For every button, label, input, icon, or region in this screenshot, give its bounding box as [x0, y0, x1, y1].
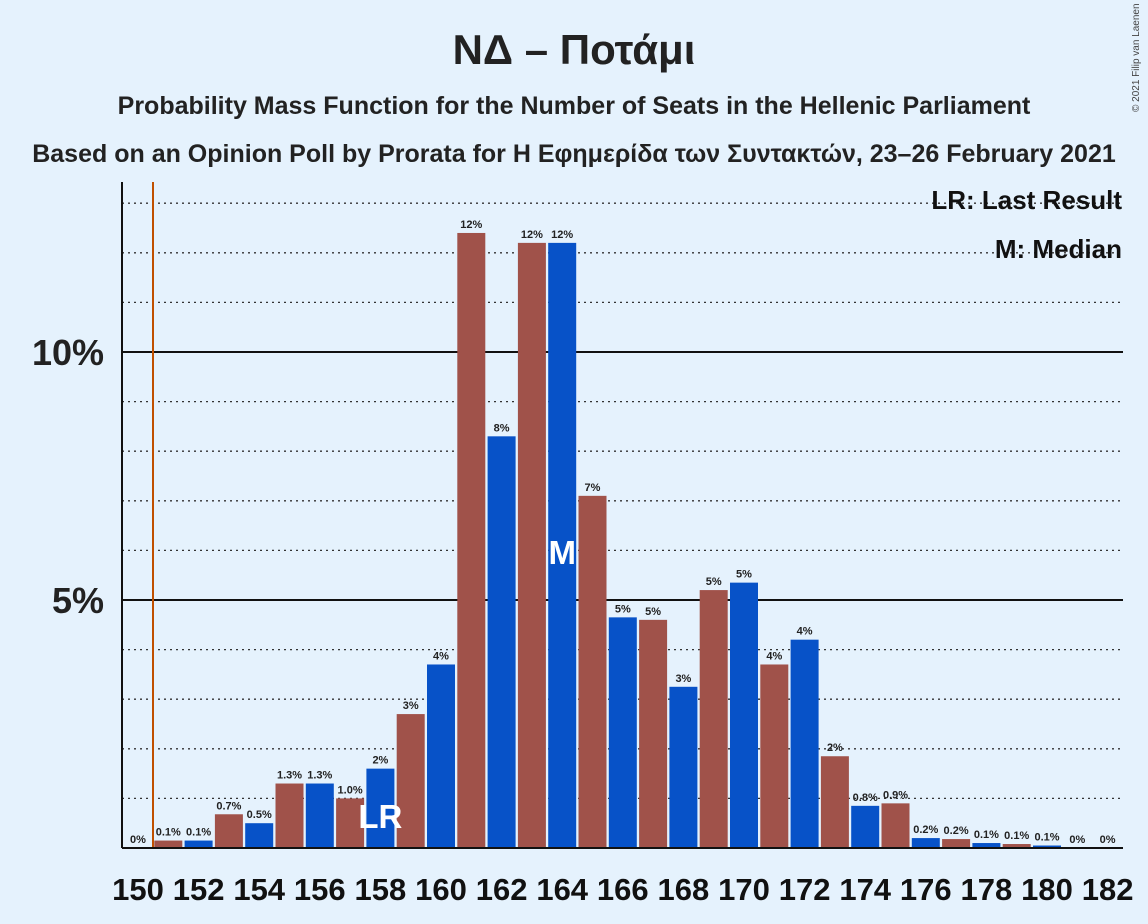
bar: [305, 783, 334, 848]
y-tick-label: 5%: [52, 580, 104, 621]
bar-value-label: 3%: [675, 673, 691, 685]
grid: [122, 202, 1123, 800]
bar-value-label: 0.9%: [883, 789, 908, 801]
x-tick-label: 150: [112, 872, 164, 907]
bar-value-label: 2%: [827, 742, 843, 754]
bar-value-label: 0.1%: [186, 827, 211, 839]
bar: [1033, 845, 1061, 848]
chart-subtitle-poll: Based on an Opinion Poll by Prorata for …: [32, 140, 1116, 168]
bar-value-label: 0.2%: [944, 825, 969, 837]
bar: [517, 242, 546, 848]
bar: [1002, 844, 1031, 848]
x-tick-label: 180: [1021, 872, 1073, 907]
x-tick-label: 176: [900, 872, 952, 907]
copyright: © 2021 Filip van Laenen: [1131, 3, 1142, 112]
legend-median: M: Median: [995, 234, 1122, 264]
bar: [336, 798, 365, 848]
bar-value-label: 0.8%: [853, 792, 878, 804]
bar: [457, 232, 486, 848]
x-tick-label: 174: [839, 872, 891, 907]
bar-value-label: 3%: [403, 700, 419, 712]
bar-value-label: 5%: [615, 603, 631, 615]
bar-value-label: 0.1%: [1004, 830, 1029, 842]
y-tick-label: 10%: [32, 332, 104, 373]
bar-value-label: 8%: [494, 422, 510, 434]
bars: 0% 0.1% 0.1% 0.7% 0.5% 1.3% 1.3% 1.0% 2% 3% 4% 12% 8…: [130, 219, 1116, 848]
bar-value-label: 0.7%: [216, 800, 241, 812]
x-tick-label: 172: [779, 872, 831, 907]
bar-value-label: 0%: [1069, 834, 1085, 846]
bar-value-label: 0%: [1100, 834, 1116, 846]
chart-subtitle: Probability Mass Function for the Number…: [118, 92, 1031, 120]
bar: [548, 242, 577, 848]
bar: [881, 803, 910, 848]
x-tick-label: 182: [1082, 872, 1134, 907]
bar: [851, 805, 880, 848]
bar-value-label: 2%: [372, 755, 388, 767]
bar: [578, 495, 607, 848]
bar-value-label: 1.3%: [277, 770, 302, 782]
bar: [942, 839, 971, 848]
x-tick-label: 156: [294, 872, 346, 907]
bar-value-label: 0.2%: [913, 824, 938, 836]
bar-value-label: 12%: [521, 229, 543, 241]
bar: [790, 639, 819, 848]
bar: [972, 843, 1001, 848]
bar-value-label: 7%: [585, 482, 601, 494]
bar: [699, 590, 728, 848]
last-result-marker: LR: [358, 798, 402, 835]
bar: [427, 664, 455, 848]
bar-value-label: 4%: [797, 626, 813, 638]
bar: [154, 840, 183, 848]
bar: [245, 823, 274, 848]
bar: [184, 840, 213, 848]
bar-value-label: 4%: [433, 650, 449, 662]
bar-value-label: 0.5%: [247, 809, 272, 821]
bar-value-label: 5%: [645, 606, 661, 618]
bar: [214, 814, 243, 848]
bar: [608, 617, 637, 848]
bar: [911, 838, 940, 848]
bar: [760, 664, 789, 848]
x-tick-label: 158: [355, 872, 407, 907]
bar: [366, 768, 395, 848]
bar-value-label: 0.1%: [1034, 832, 1059, 844]
median-marker: M: [548, 534, 576, 571]
x-tick-label: 168: [658, 872, 710, 907]
x-tick-label: 162: [476, 872, 528, 907]
x-tick-label: 178: [961, 872, 1013, 907]
bar-value-label: 0.1%: [156, 827, 181, 839]
x-tick-label: 164: [536, 872, 588, 907]
bar: [820, 756, 849, 848]
bar-value-label: 4%: [766, 650, 782, 662]
chart-title: ΝΔ – Ποτάμι: [453, 26, 696, 73]
bar-value-label: 1.0%: [338, 784, 363, 796]
x-tick-label: 166: [597, 872, 649, 907]
bar: [487, 436, 516, 848]
bar: [639, 619, 668, 848]
bar: [730, 582, 758, 848]
legend-last-result: LR: Last Result: [931, 185, 1122, 215]
bar-value-label: 1.3%: [307, 770, 332, 782]
bar: [396, 714, 425, 848]
bar: [275, 783, 304, 848]
bar-value-label: 0.1%: [974, 829, 999, 841]
x-tick-label: 170: [718, 872, 770, 907]
bar-value-label: 12%: [551, 229, 573, 241]
bar-value-label: 5%: [736, 569, 752, 581]
bar-value-label: 5%: [706, 576, 722, 588]
bar-value-label: 0%: [130, 834, 146, 846]
x-tick-label: 160: [415, 872, 467, 907]
x-tick-label: 152: [173, 872, 225, 907]
bar-value-label: 12%: [460, 219, 482, 231]
bar: [669, 686, 698, 848]
x-tick-label: 154: [233, 872, 285, 907]
